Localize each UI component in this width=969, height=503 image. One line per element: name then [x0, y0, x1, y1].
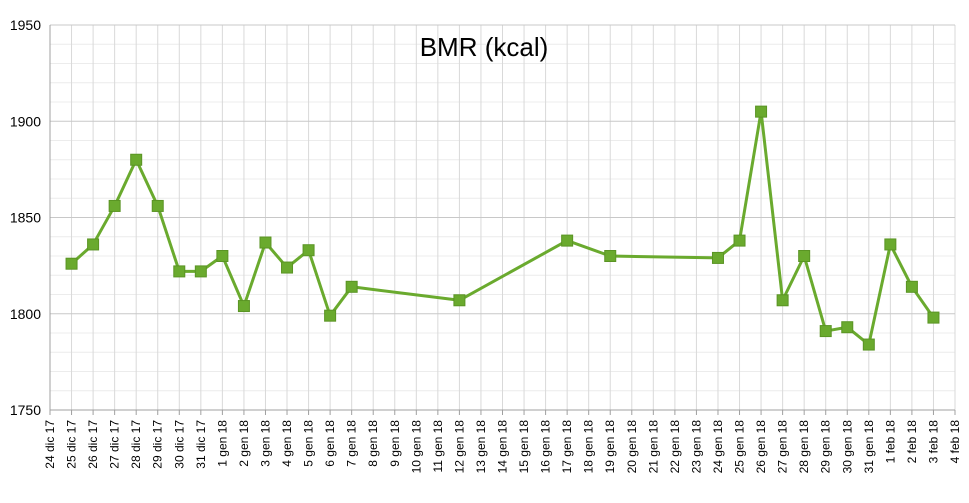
x-tick-label: 28 dic 17	[129, 420, 143, 469]
x-tick-label: 4 gen 18	[280, 420, 294, 467]
data-point-marker	[130, 153, 143, 166]
x-tick-label: 17 gen 18	[560, 420, 574, 474]
data-point-marker	[151, 199, 164, 212]
x-tick-label: 4 feb 18	[948, 420, 962, 464]
data-point-marker	[453, 294, 466, 307]
x-tick-label: 3 gen 18	[258, 420, 272, 467]
data-point-marker	[862, 338, 875, 351]
data-point-marker	[259, 236, 272, 249]
x-tick-label: 25 dic 17	[65, 420, 79, 469]
x-tick-label: 19 gen 18	[603, 420, 617, 474]
data-point-marker	[733, 234, 746, 247]
x-tick-label: 9 gen 18	[388, 420, 402, 467]
x-tick-label: 30 gen 18	[840, 420, 854, 474]
x-tick-label: 31 gen 18	[862, 420, 876, 474]
x-tick-label: 22 gen 18	[668, 420, 682, 474]
x-tick-label: 25 gen 18	[733, 420, 747, 474]
data-point-marker	[237, 300, 250, 313]
x-tick-label: 7 gen 18	[345, 420, 359, 467]
y-tick-label: 1800	[10, 306, 41, 322]
data-point-marker	[302, 244, 315, 257]
data-point-marker	[173, 265, 186, 278]
x-tick-label: 24 gen 18	[711, 420, 725, 474]
x-tick-label: 11 gen 18	[431, 420, 445, 473]
y-tick-label: 1850	[10, 210, 41, 226]
y-tick-label: 1750	[10, 402, 41, 418]
axes	[49, 25, 956, 415]
x-tick-label: 26 gen 18	[754, 420, 768, 474]
x-tick-label: 1 gen 18	[215, 420, 229, 467]
data-point-marker	[87, 238, 100, 251]
data-point-marker	[561, 234, 574, 247]
x-tick-label: 18 gen 18	[582, 420, 596, 474]
x-tick-labels: 24 dic 17 25 dic 17 26 dic 17 27 dic 17 28 d…	[43, 420, 962, 474]
x-tick-label: 5 gen 18	[302, 420, 316, 467]
x-tick-label: 23 gen 18	[689, 420, 703, 474]
x-tick-label: 27 gen 18	[776, 420, 790, 474]
data-point-marker	[798, 250, 811, 262]
data-point-marker	[884, 238, 897, 251]
major-gridlines	[49, 24, 956, 411]
x-tick-label: 6 gen 18	[323, 420, 337, 467]
x-tick-label: 12 gen 18	[452, 420, 466, 474]
x-tick-label: 28 gen 18	[797, 420, 811, 474]
data-point-marker	[711, 251, 724, 264]
x-tick-label: 2 gen 18	[237, 420, 251, 467]
x-tick-label: 29 dic 17	[151, 420, 165, 469]
x-tick-label: 13 gen 18	[474, 420, 488, 474]
y-tick-labels: 1750 1800 1850 1900 1950	[10, 17, 41, 418]
x-tick-label: 14 gen 18	[496, 420, 510, 474]
data-point-marker	[324, 309, 337, 322]
x-tick-label: 10 gen 18	[409, 420, 423, 474]
chart-title: BMR (kcal)	[420, 32, 549, 62]
data-point-marker	[905, 280, 918, 293]
data-point-marker	[194, 265, 207, 278]
y-tick-label: 1900	[10, 113, 41, 129]
x-tick-label: 20 gen 18	[625, 420, 639, 474]
x-tick-label: 15 gen 18	[517, 420, 531, 474]
data-point-marker	[755, 105, 768, 118]
x-tick-label: 29 gen 18	[819, 420, 833, 474]
data-point-marker	[819, 325, 832, 338]
y-tick-label: 1950	[10, 17, 41, 33]
x-tick-label: 24 dic 17	[43, 420, 57, 469]
data-point-marker	[345, 280, 358, 293]
data-point-marker	[604, 250, 617, 262]
data-point-marker	[108, 199, 121, 212]
x-tick-label: 2 feb 18	[905, 420, 919, 464]
x-tick-label: 1 feb 18	[883, 420, 897, 464]
series-line	[70, 110, 935, 347]
x-tick-label: 16 gen 18	[539, 420, 553, 474]
x-tick-label: 30 dic 17	[172, 420, 186, 469]
series-layer	[65, 105, 940, 351]
x-tick-label: 27 dic 17	[108, 420, 122, 469]
data-point-marker	[216, 250, 229, 262]
x-tick-label: 8 gen 18	[366, 420, 380, 467]
x-tick-label: 21 gen 18	[646, 420, 660, 474]
data-point-marker	[927, 311, 940, 324]
x-tick-label: 31 dic 17	[194, 420, 208, 469]
x-tick-label: 3 feb 18	[926, 420, 940, 464]
data-point-marker	[841, 321, 854, 334]
data-point-marker	[65, 257, 78, 270]
data-point-marker	[776, 294, 789, 307]
data-point-marker	[281, 261, 294, 274]
x-tick-label: 26 dic 17	[86, 420, 100, 469]
